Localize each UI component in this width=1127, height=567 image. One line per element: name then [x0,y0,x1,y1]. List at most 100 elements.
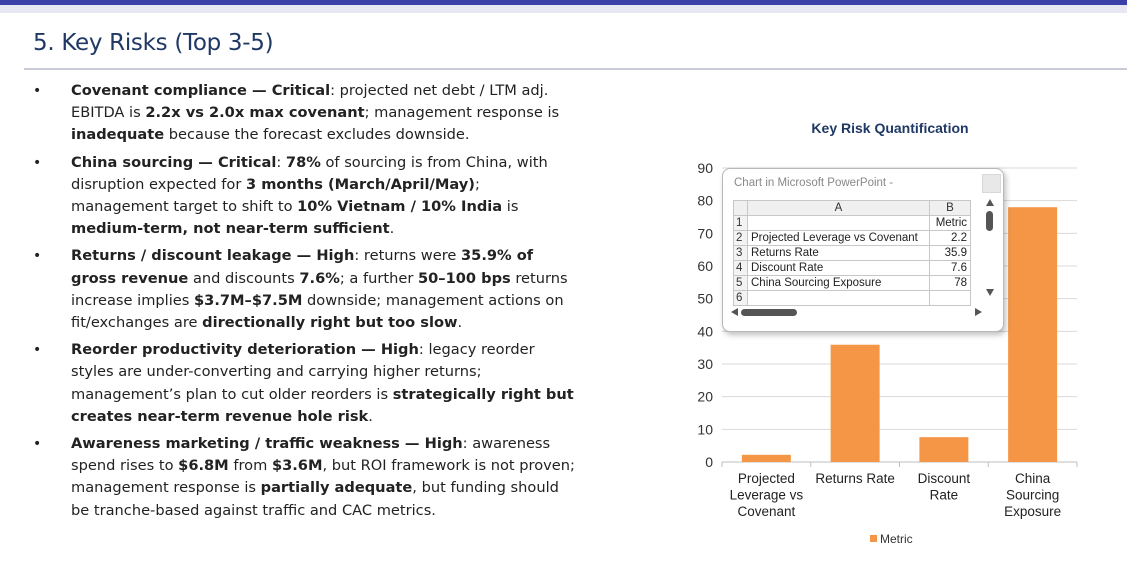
bullet-emphasis: 35.9% of gross revenue [71,247,534,287]
cell-b[interactable]: 35.9 [929,245,971,261]
bullet-text: : projected net debt / LTM adj. EBITDA i… [71,82,549,122]
risk-bullet: • China sourcing — Critical: 78% of sourc… [30,152,575,241]
cell-a[interactable] [747,290,930,306]
row-number[interactable]: 2 [733,230,748,246]
corner-cell[interactable] [733,200,748,216]
risk-bullet: • Awareness marketing / traffic weakness … [30,433,575,522]
bar [830,344,880,462]
bullet-emphasis: 50–100 bps [418,269,511,287]
bullet-emphasis: Returns / discount leakage — High [71,247,355,265]
cell-a[interactable]: Projected Leverage vs Covenant [747,230,930,246]
horizontal-scrollbar[interactable] [731,307,983,319]
column-header-row: A B [733,200,971,216]
bullet-text: of sourcing is from China, with disrupti… [71,153,548,193]
column-header-b[interactable]: B [929,200,971,216]
scroll-right-arrow-icon[interactable] [975,308,982,316]
row-number[interactable]: 5 [733,275,748,291]
bullet-emphasis: 10% Vietnam / 10% India [297,198,503,216]
y-tick-label: 90 [697,160,713,176]
x-category-label: Discount [918,471,971,486]
bullet-text: : awareness spend rises to [71,435,551,475]
bullet-marker: • [33,248,42,265]
chart-title: Key Risk Quantification [811,120,969,136]
cell-a[interactable]: Discount Rate [747,260,930,276]
cell-b[interactable]: 2.2 [929,230,971,246]
bullet-marker: • [33,83,42,99]
datasheet-title: Chart in Microsoft PowerPoint - [734,177,894,189]
bullet-text: returns increase implies [71,269,568,309]
datasheet-grid[interactable]: A B 1 Metric 2 Projected Leverage vs Covena… [733,200,971,306]
bullet-text: : legacy reorder styles are under-conver… [71,341,535,403]
bullet-emphasis: $6.8M [178,457,229,475]
scroll-down-arrow-icon[interactable] [986,289,994,296]
bar [919,437,969,462]
risk-bullet: • Covenant compliance — Critical: project… [30,80,575,147]
datasheet-row: 4 Discount Rate 7.6 [733,260,971,276]
bullet-marker: • [33,154,42,171]
cell-a[interactable]: Returns Rate [747,245,930,261]
bullet-emphasis: $3.6M [271,457,323,475]
risk-bullet-list: • Covenant compliance — Critical: project… [30,80,575,527]
y-tick-label: 40 [697,323,713,339]
x-category-label: Sourcing [1006,488,1059,503]
bullet-emphasis: Covenant compliance — Critical [71,82,331,99]
cell-a[interactable] [747,215,930,231]
bullet-text: and discounts [188,269,300,287]
cell-b[interactable] [929,290,971,306]
datasheet-row: 2 Projected Leverage vs Covenant 2.2 [733,230,971,246]
y-tick-label: 80 [697,193,713,209]
bullet-text: because the forecast excludes downside. [164,126,470,144]
bullet-emphasis: Awareness marketing / traffic weakness —… [71,435,463,453]
cell-b[interactable]: Metric [929,215,971,231]
cell-b[interactable]: 7.6 [929,260,971,276]
bullet-text: . [389,220,395,238]
bullet-text: , but ROI framework is not proven; manag… [71,457,575,497]
datasheet-row: 1 Metric [733,215,971,231]
y-tick-label: 60 [697,258,713,274]
legend-swatch [870,535,877,542]
y-tick-label: 0 [705,454,713,470]
bullet-text: ; management response is [364,104,560,122]
bullet-text: ; a further [339,269,418,287]
bullet-text: : returns were [354,247,462,265]
cell-b[interactable]: 78 [929,275,971,291]
datasheet-row: 3 Returns Rate 35.9 [733,245,971,261]
bullet-text: is [502,198,519,216]
bullet-emphasis: partially adequate [260,479,413,497]
x-category-label: Covenant [737,504,795,519]
row-number[interactable]: 3 [733,245,748,261]
vertical-scroll-thumb[interactable] [986,211,993,231]
legend-label: Metric [880,532,913,546]
row-number[interactable]: 4 [733,260,748,276]
x-category-label: Projected [738,471,795,486]
bullet-emphasis: inadequate [71,126,165,144]
bullet-text: : [276,153,286,171]
scroll-left-arrow-icon[interactable] [731,308,738,316]
embedded-chart-datasheet[interactable]: Chart in Microsoft PowerPoint - A B 1 Met… [722,168,1004,332]
bar [1008,207,1058,462]
title-divider [24,68,1127,70]
horizontal-scroll-thumb[interactable] [741,309,797,316]
scroll-up-arrow-icon[interactable] [986,199,994,206]
column-header-a[interactable]: A [747,200,930,216]
bullet-text: , but funding should be tranche-based ag… [71,479,559,519]
risk-bullet: • Reorder productivity deterioration — Hi… [30,339,575,428]
bullet-marker: • [33,342,42,359]
x-category-label: Rate [930,488,959,503]
bullet-emphasis: $3.7M–$7.5M [194,291,303,309]
x-category-label: China [1015,471,1051,486]
x-category-label: Exposure [1004,504,1061,519]
bullet-emphasis: directionally right but too slow [202,314,458,332]
bullet-emphasis: 2.2x vs 2.0x max covenant [145,104,365,122]
vertical-scrollbar[interactable] [985,199,995,299]
bullet-emphasis: 78% [285,153,321,171]
row-number[interactable]: 1 [733,215,748,231]
y-tick-label: 50 [697,291,713,307]
datasheet-close-button[interactable] [982,174,1001,193]
row-number[interactable]: 6 [733,290,748,306]
y-tick-label: 70 [697,225,713,241]
cell-a[interactable]: China Sourcing Exposure [747,275,930,291]
bullet-emphasis: medium-term, not near-term sufficient [71,220,390,238]
bullet-text: . [457,314,463,332]
